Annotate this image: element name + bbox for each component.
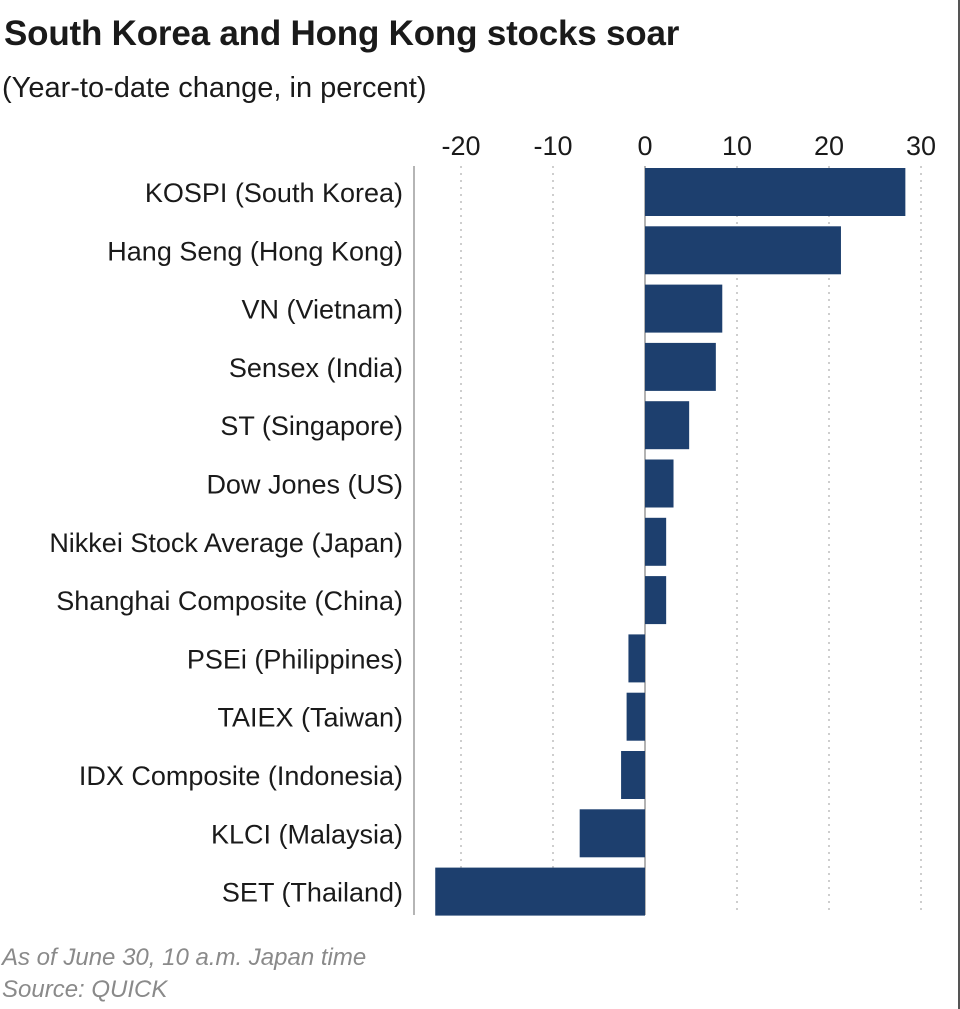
bar xyxy=(435,867,645,916)
x-tick-label: 20 xyxy=(814,131,844,161)
x-tick-label: 10 xyxy=(722,131,752,161)
x-axis-ticks: -20 -10 0 10 20 30 xyxy=(441,131,936,161)
bar xyxy=(621,751,645,799)
category-label: PSEi (Philippines) xyxy=(187,644,403,674)
gridlines xyxy=(460,166,922,915)
bar xyxy=(645,576,667,625)
bar-chart: -20 -10 0 10 20 30 KOSPI (South Korea) Hang Se… xyxy=(49,131,936,916)
bar xyxy=(645,517,667,566)
source-note: Source: QUICK xyxy=(2,976,168,1003)
category-label: IDX Composite (Indonesia) xyxy=(79,761,403,791)
bar xyxy=(645,168,906,216)
bar xyxy=(645,342,716,391)
category-label: Dow Jones (US) xyxy=(206,470,403,500)
category-label: Sensex (India) xyxy=(229,353,403,383)
bar xyxy=(628,634,645,683)
category-label: TAIEX (Taiwan) xyxy=(217,703,403,733)
category-label: Nikkei Stock Average (Japan) xyxy=(49,528,403,558)
x-tick-label: -20 xyxy=(441,131,480,161)
x-tick-label: -10 xyxy=(533,131,572,161)
category-label: KLCI (Malaysia) xyxy=(211,819,403,849)
category-label: KOSPI (South Korea) xyxy=(145,178,403,208)
bar xyxy=(645,226,841,275)
bar xyxy=(579,809,645,858)
bar xyxy=(645,459,674,508)
footnote: As of June 30, 10 a.m. Japan time xyxy=(2,944,367,971)
bar xyxy=(626,692,645,741)
chart-title: South Korea and Hong Kong stocks soar xyxy=(4,14,680,53)
x-tick-label: 0 xyxy=(637,131,652,161)
category-label: VN (Vietnam) xyxy=(241,295,403,325)
category-labels: KOSPI (South Korea) Hang Seng (Hong Kong)… xyxy=(49,178,403,908)
bar xyxy=(645,284,723,333)
category-label: Shanghai Composite (China) xyxy=(56,586,403,616)
bar xyxy=(645,401,690,450)
category-label: SET (Thailand) xyxy=(222,878,403,908)
category-label: Hang Seng (Hong Kong) xyxy=(107,236,403,266)
x-tick-label: 30 xyxy=(906,131,936,161)
bars xyxy=(435,168,906,916)
chart-subtitle: (Year-to-date change, in percent) xyxy=(2,72,427,104)
category-label: ST (Singapore) xyxy=(220,411,403,441)
frame-edge xyxy=(958,0,960,1009)
